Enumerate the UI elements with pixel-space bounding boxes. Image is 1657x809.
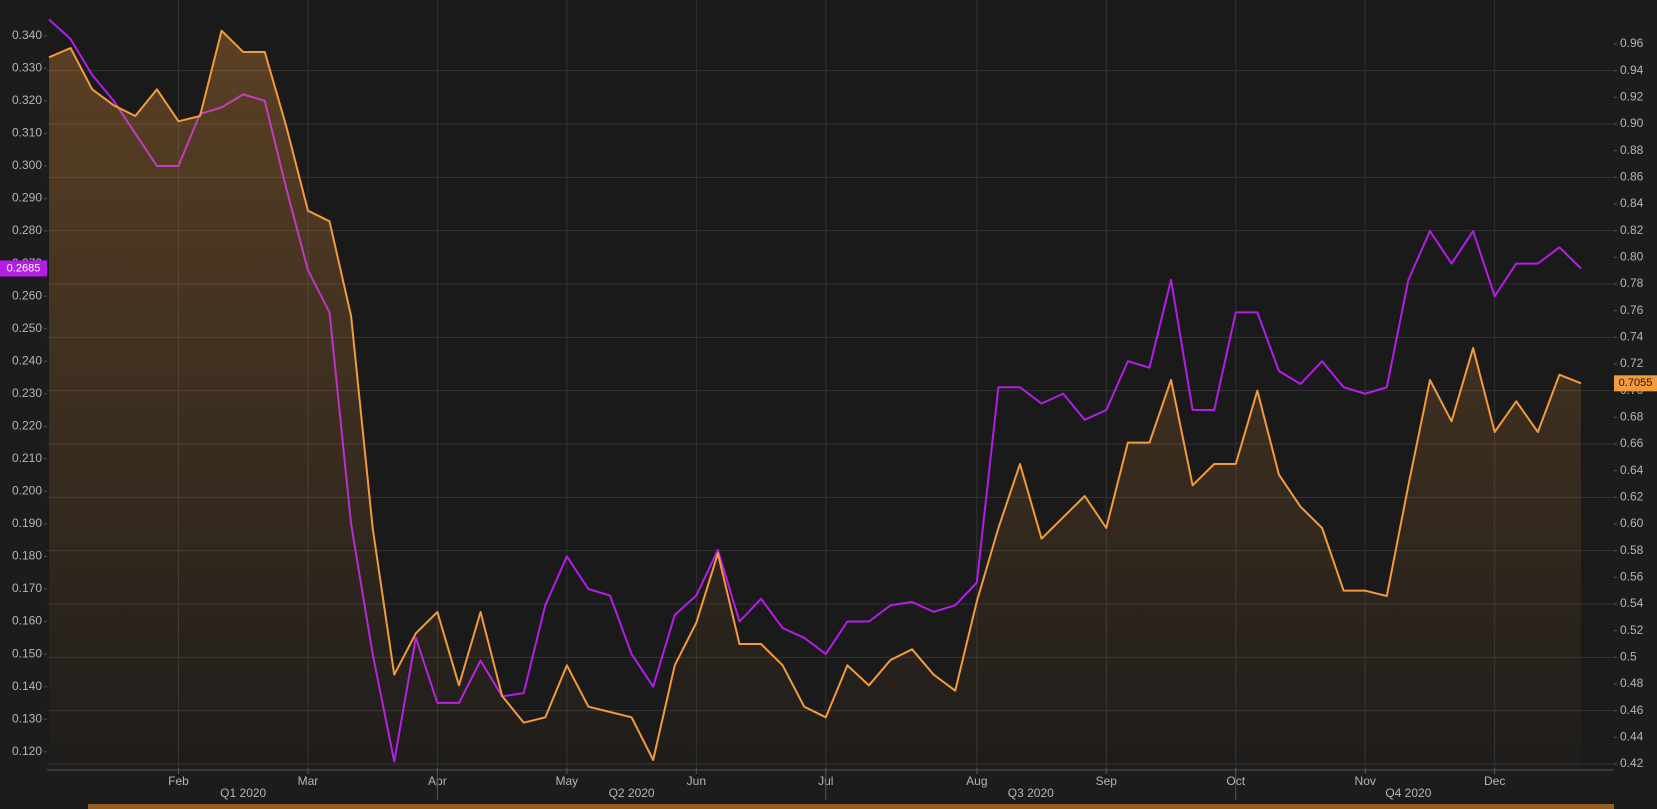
- y-tick-label: 0.130: [12, 711, 42, 725]
- x-tick-label: Nov: [1355, 774, 1376, 788]
- x-tick-label: Aug: [966, 774, 987, 788]
- last-value-label: 0.2685: [7, 262, 41, 274]
- y-tick-label: 0.330: [12, 61, 42, 75]
- y2-tick-label: 0.86: [1620, 170, 1644, 184]
- y2-tick-label: 0.56: [1620, 570, 1644, 584]
- x-tick-label: Mar: [298, 774, 319, 788]
- y2-tick-label: 0.96: [1620, 36, 1644, 50]
- x-tick-label: May: [556, 774, 579, 788]
- y-tick-label: 0.210: [12, 451, 42, 465]
- y2-tick-label: 0.66: [1620, 436, 1644, 450]
- y2-tick-label: 0.46: [1620, 703, 1644, 717]
- y-tick-label: 0.160: [12, 614, 42, 628]
- y2-tick-label: 0.74: [1620, 330, 1644, 344]
- last-value-badge: [1614, 375, 1657, 392]
- x-tick-label: Dec: [1484, 774, 1505, 788]
- y2-tick-label: 0.94: [1620, 63, 1644, 77]
- y2-tick-label: 0.76: [1620, 303, 1644, 317]
- x-tick-label: Sep: [1096, 774, 1118, 788]
- y2-tick-label: 0.52: [1620, 623, 1644, 637]
- y2-tick-label: 0.92: [1620, 90, 1644, 104]
- line: [48, 29, 1582, 761]
- y-tick-label: 0.300: [12, 158, 42, 172]
- y2-tick-label: 0.90: [1620, 116, 1644, 130]
- quarter-label: Q3 2020: [1008, 786, 1054, 800]
- y-tick-label: 0.280: [12, 223, 42, 237]
- y2-tick-label: 0.82: [1620, 223, 1644, 237]
- last-value-label: 0.7055: [1619, 377, 1653, 389]
- y-tick-label: 0.140: [12, 679, 42, 693]
- y2-tick-label: 0.44: [1620, 730, 1644, 744]
- y-tick-label: 0.240: [12, 353, 42, 367]
- y-tick-label: 0.170: [12, 581, 42, 595]
- y2-tick-label: 0.60: [1620, 516, 1644, 530]
- y-tick-label: 0.190: [12, 516, 42, 530]
- y-tick-label: 0.310: [12, 126, 42, 140]
- y2-tick-label: 0.54: [1620, 596, 1644, 610]
- quarter-label: Q2 2020: [609, 786, 655, 800]
- y-tick-label: 0.200: [12, 484, 42, 498]
- y2-tick-label: 0.5: [1620, 650, 1637, 664]
- x-tick-label: Feb: [168, 774, 189, 788]
- y2-tick-label: 0.48: [1620, 676, 1644, 690]
- y2-tick-label: 0.42: [1620, 756, 1644, 770]
- y-tick-label: 0.260: [12, 288, 42, 302]
- quarter-label: Q1 2020: [220, 786, 266, 800]
- y-tick-label: 0.230: [12, 386, 42, 400]
- y-tick-label: 0.340: [12, 28, 42, 42]
- y-tick-label: 0.150: [12, 646, 42, 660]
- y2-tick-label: 0.88: [1620, 143, 1644, 157]
- y2-tick-label: 0.72: [1620, 356, 1644, 370]
- y-tick-label: 0.220: [12, 418, 42, 432]
- quarter-label: Q4 2020: [1385, 786, 1431, 800]
- y2-tick-label: 0.78: [1620, 276, 1644, 290]
- y-tick-label: 0.290: [12, 191, 42, 205]
- y2-tick-label: 0.64: [1620, 463, 1644, 477]
- y-tick-label: 0.120: [12, 744, 42, 758]
- y-tick-label: 0.250: [12, 321, 42, 335]
- y2-tick-label: 0.62: [1620, 490, 1644, 504]
- area: [49, 30, 1581, 768]
- y2-tick-label: 0.80: [1620, 250, 1644, 264]
- y2-tick-label: 0.84: [1620, 196, 1644, 210]
- last-value-badge: [0, 260, 47, 277]
- y2-tick-label: 0.68: [1620, 410, 1644, 424]
- y2-tick-label: 0.58: [1620, 543, 1644, 557]
- y-tick-label: 0.180: [12, 549, 42, 563]
- scrollbar[interactable]: [88, 804, 1614, 809]
- x-tick-label: Jun: [687, 774, 706, 788]
- y-tick-label: 0.320: [12, 93, 42, 107]
